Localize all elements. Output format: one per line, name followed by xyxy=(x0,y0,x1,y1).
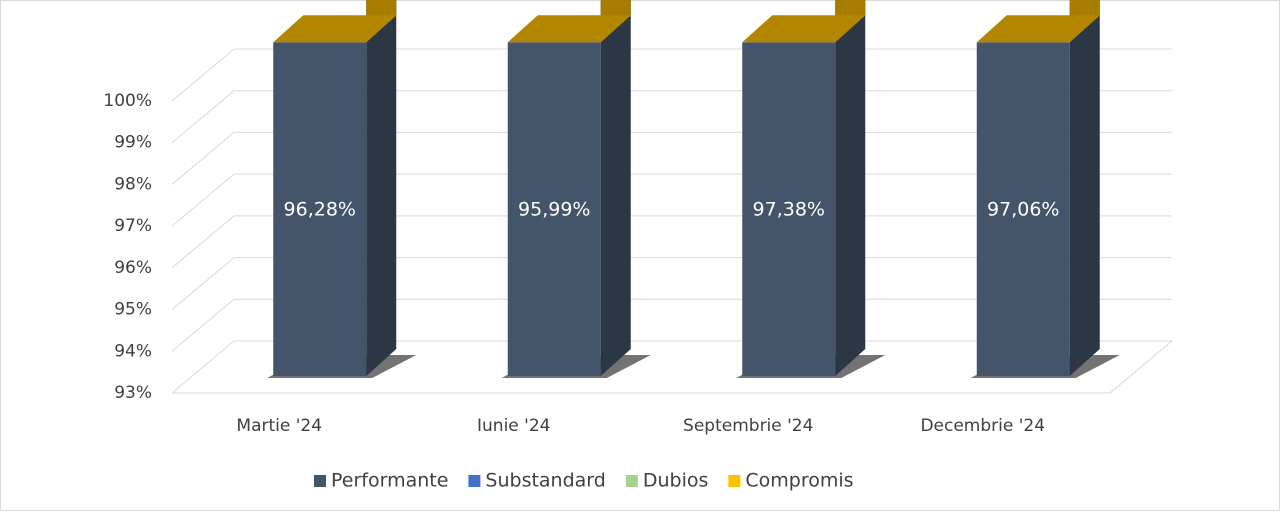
y-tick-label: 98% xyxy=(114,174,152,194)
data-label: 97,06% xyxy=(987,199,1059,221)
bar-segment xyxy=(273,42,367,377)
data-label: 95,99% xyxy=(518,199,590,221)
data-label: 96,28% xyxy=(284,199,356,221)
legend-swatch xyxy=(625,475,638,487)
bar-top xyxy=(273,15,397,43)
legend-label: Compromis xyxy=(745,470,853,492)
bar-top xyxy=(507,15,631,43)
x-tick-label: Septembrie '24 xyxy=(683,416,813,436)
bar-top xyxy=(742,15,866,43)
bar-side xyxy=(835,15,866,377)
y-tick-label: 100% xyxy=(103,91,152,111)
bar-side xyxy=(366,15,397,377)
bar-side xyxy=(1069,15,1100,377)
bar-segment xyxy=(742,42,836,377)
y-tick-label: 96% xyxy=(114,258,152,278)
y-tick-label: 95% xyxy=(114,300,152,320)
bar-side xyxy=(600,15,631,377)
bar-top xyxy=(976,15,1100,43)
bar-segment xyxy=(976,42,1070,377)
data-label: 97,38% xyxy=(753,199,825,221)
y-tick-label: 93% xyxy=(114,383,152,403)
x-tick-label: Decembrie '24 xyxy=(920,416,1045,436)
legend-label: Dubios xyxy=(643,470,709,492)
legend-swatch xyxy=(728,475,741,487)
legend-label: Performante xyxy=(331,470,448,492)
legend-label: Substandard xyxy=(485,470,605,492)
y-tick-label: 94% xyxy=(114,341,152,361)
x-tick-label: Iunie '24 xyxy=(477,416,550,436)
legend-swatch xyxy=(314,475,326,487)
y-tick-label: 99% xyxy=(114,133,152,153)
bar-segment xyxy=(507,42,601,377)
legend-swatch xyxy=(468,475,481,487)
x-tick-label: Martie '24 xyxy=(236,416,322,436)
floor-edge xyxy=(172,340,1173,394)
y-tick-label: 97% xyxy=(114,216,152,236)
